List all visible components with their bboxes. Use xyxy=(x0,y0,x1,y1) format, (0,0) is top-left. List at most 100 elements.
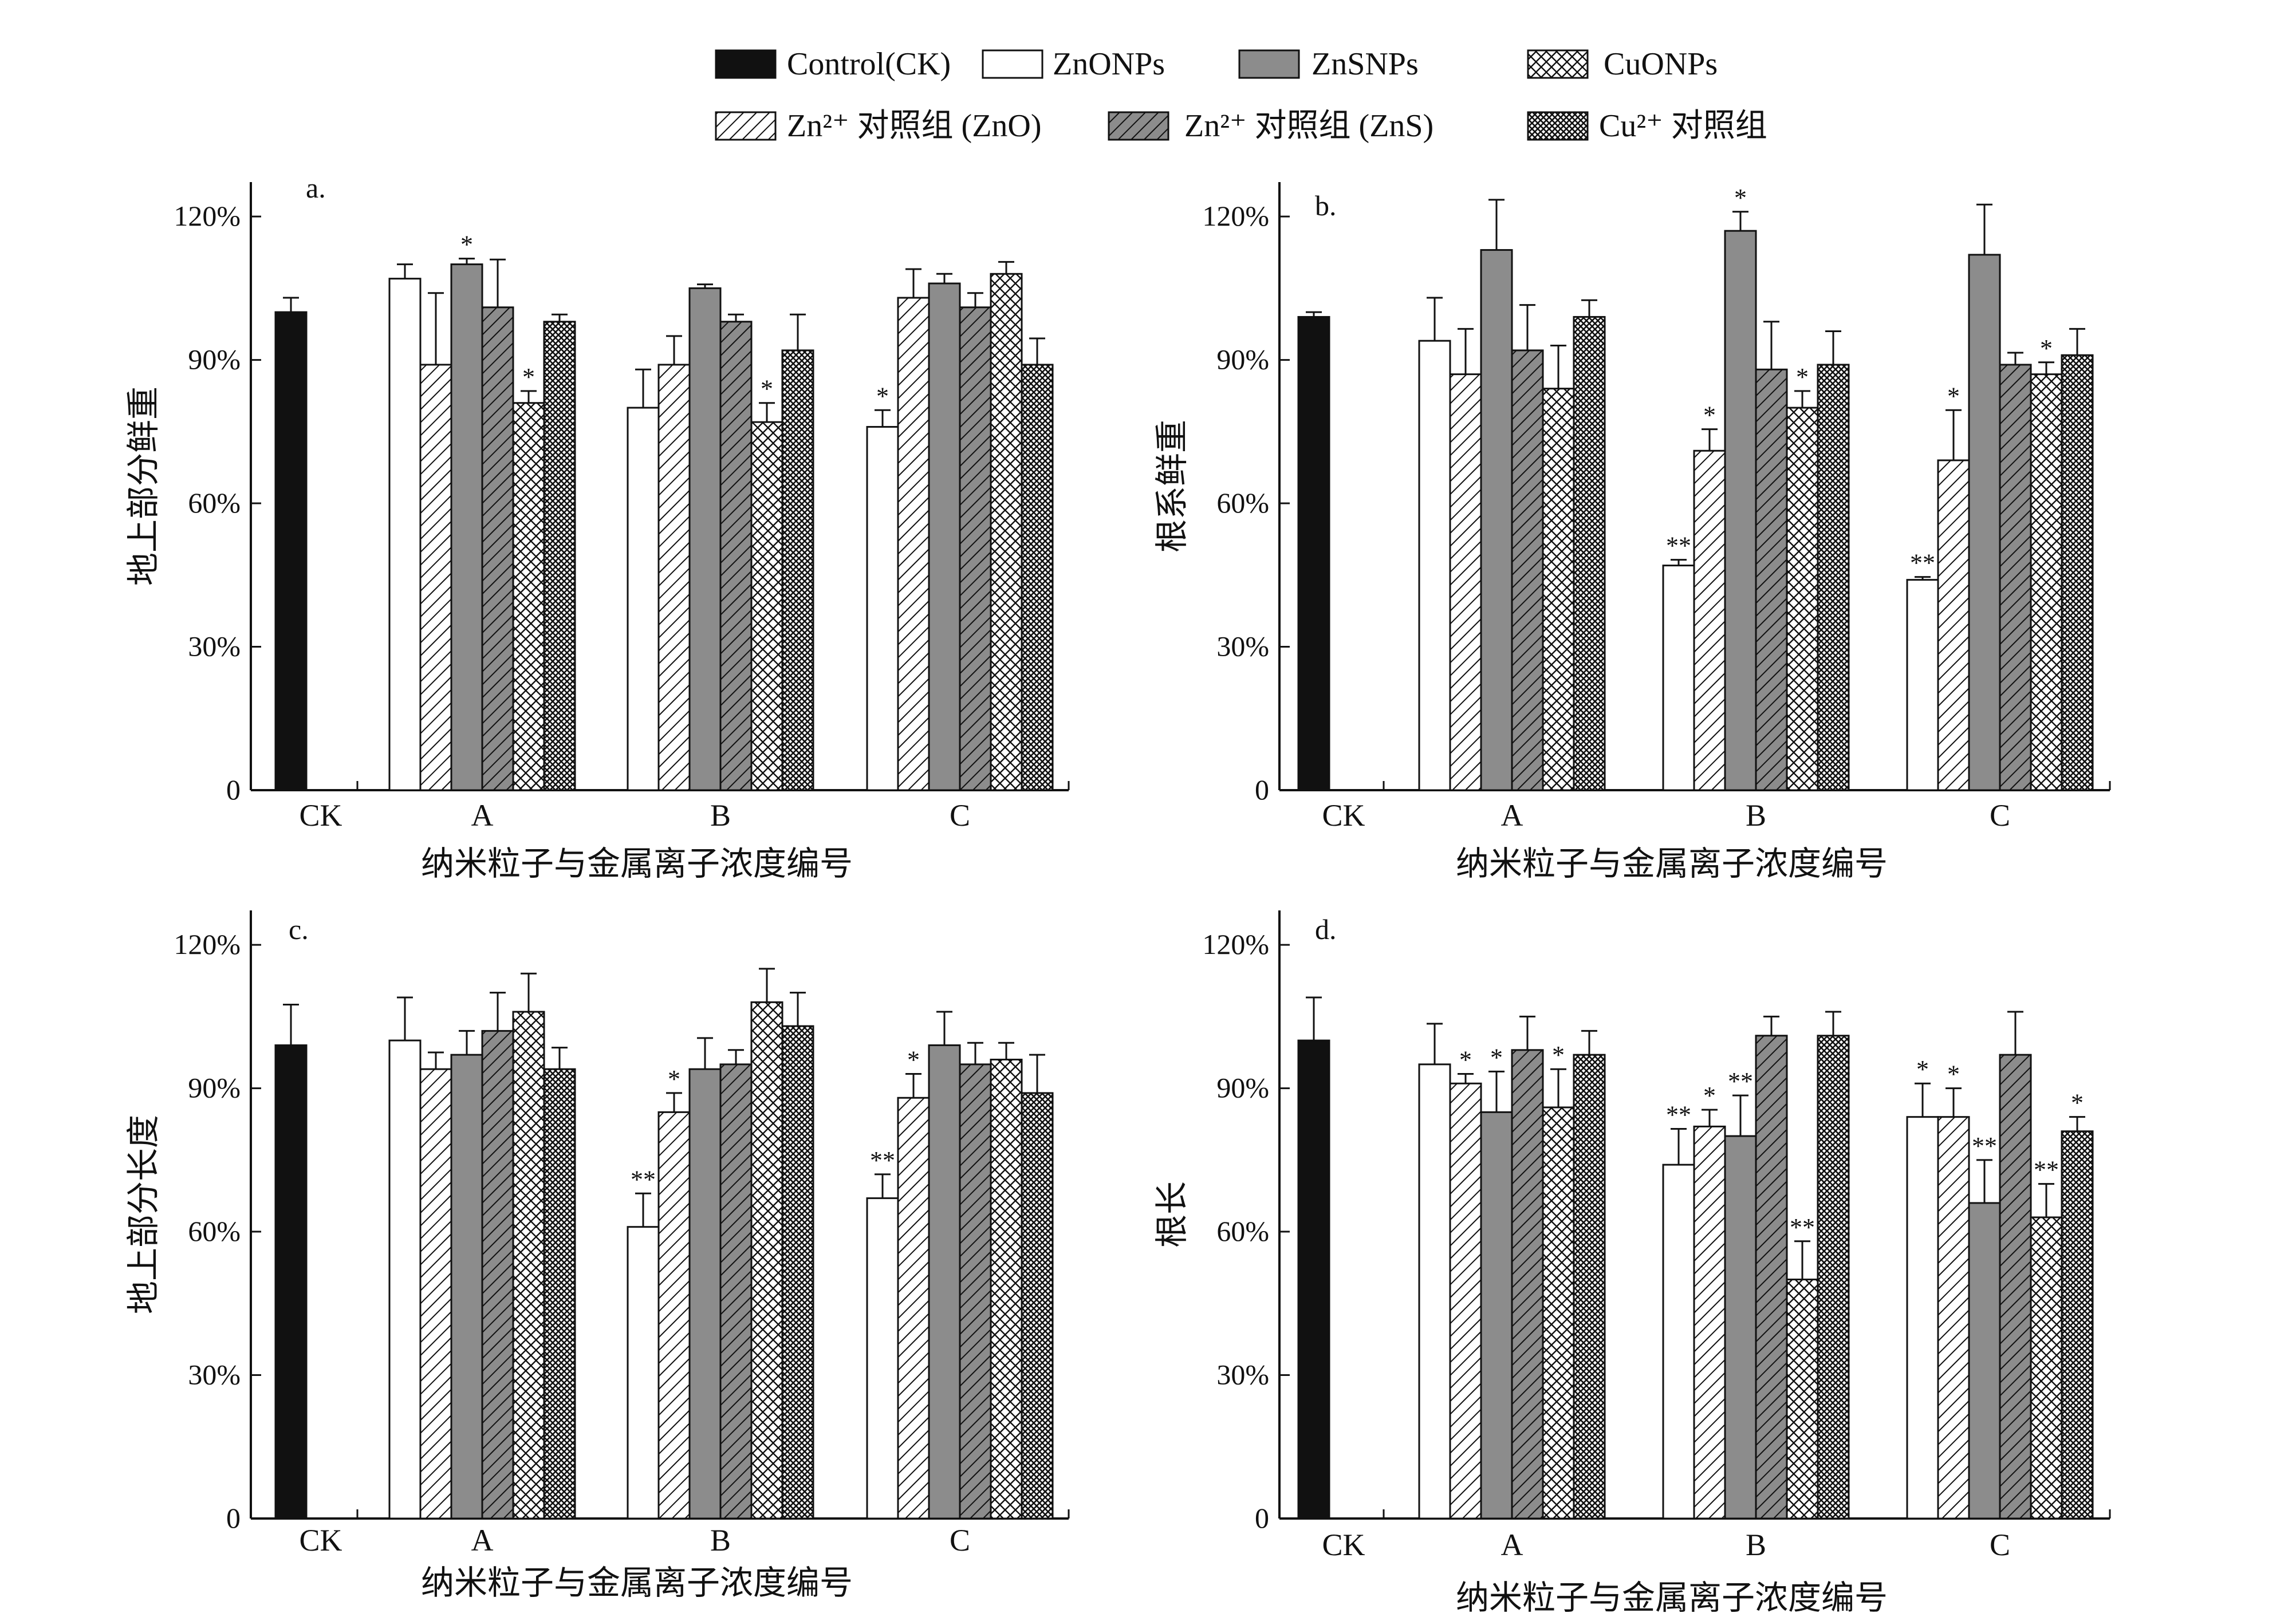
category-label-ck: CK xyxy=(1322,798,1365,833)
bar-ck xyxy=(1297,1039,1330,1520)
significance-marker: ** xyxy=(870,1146,895,1174)
legend-swatch-control xyxy=(715,49,777,79)
legend-item-control: Control(CK) xyxy=(715,46,951,82)
bar-a-cuo_np xyxy=(1542,1106,1575,1520)
panel-label: c. xyxy=(289,913,309,945)
significance-marker: ** xyxy=(631,1165,656,1193)
bar-c-cuo_np xyxy=(990,1058,1023,1520)
bar-b-zno_np xyxy=(1662,1164,1695,1520)
category-label-c: C xyxy=(1990,798,2010,833)
category-label-ck: CK xyxy=(1322,1528,1365,1562)
y-tick-label: 0 xyxy=(1255,1502,1269,1534)
legend-swatch-cu-ion xyxy=(1527,111,1589,141)
category-label-a: A xyxy=(1501,1528,1523,1562)
bar-c-zn_zns xyxy=(959,306,992,791)
panel-label: d. xyxy=(1315,913,1337,945)
bar-b-zn_zno xyxy=(657,1111,691,1520)
significance-marker: * xyxy=(1916,1055,1929,1083)
category-label-a: A xyxy=(1501,798,1523,833)
y-tick-label: 90% xyxy=(188,1072,241,1104)
bar-a-zn_zns xyxy=(1511,1049,1544,1520)
bar-a-zno_np xyxy=(388,1039,422,1520)
legend-swatch-zn-ion-zno xyxy=(715,111,777,141)
bar-c-zns_np xyxy=(1968,254,2001,791)
y-tick-label: 120% xyxy=(174,200,241,232)
legend-label-zn-ion-zno: Zn²⁺ 对照组 (ZnO) xyxy=(787,108,1042,144)
bar-b-zno_np xyxy=(627,407,660,791)
significance-marker: * xyxy=(1947,1060,1960,1088)
bar-c-cu_ion xyxy=(2061,354,2094,791)
significance-marker: ** xyxy=(1910,549,1935,577)
bar-a-cu_ion xyxy=(1573,1054,1606,1520)
legend-label-control: Control(CK) xyxy=(787,46,951,82)
y-tick-label: 30% xyxy=(1216,630,1269,662)
y-tick-label: 60% xyxy=(1216,1215,1269,1247)
significance-marker: * xyxy=(2040,334,2053,362)
y-axis-label: 根系鲜重 xyxy=(1153,420,1191,553)
legend-swatch-znsnps xyxy=(1238,49,1300,79)
legend-swatch-zn-ion-zns xyxy=(1108,111,1169,141)
significance-marker: ** xyxy=(1728,1067,1753,1095)
bar-a-cu_ion xyxy=(543,1068,576,1520)
legend-label-znsnps: ZnSNPs xyxy=(1312,46,1419,82)
y-axis-label: 地上部分鲜重 xyxy=(125,386,162,586)
significance-marker: * xyxy=(876,382,889,410)
bar-a-zns_np xyxy=(1480,249,1513,791)
significance-marker: ** xyxy=(1666,1101,1691,1129)
category-label-c: C xyxy=(950,1523,970,1557)
y-tick-label: 120% xyxy=(1202,200,1269,232)
bar-c-zns_np xyxy=(928,1044,961,1520)
bar-a-zno_np xyxy=(388,278,422,791)
significance-marker: * xyxy=(907,1046,920,1074)
category-label-a: A xyxy=(471,798,494,833)
bar-b-zns_np xyxy=(688,1068,722,1520)
significance-marker: * xyxy=(1490,1043,1503,1071)
bar-b-zns_np xyxy=(688,287,722,791)
bar-b-zn_zns xyxy=(719,321,753,791)
bar-c-zn_zns xyxy=(959,1063,992,1520)
legend-label-cuonps: CuONPs xyxy=(1604,46,1718,82)
panel-label: b. xyxy=(1315,190,1337,222)
legend-swatch-cuonps xyxy=(1527,49,1589,79)
bar-a-zno_np xyxy=(1418,340,1451,791)
bar-b-zn_zno xyxy=(657,364,691,791)
category-label-ck: CK xyxy=(299,1523,342,1557)
bar-a-zn_zns xyxy=(1511,349,1544,791)
significance-marker: ** xyxy=(1972,1132,1997,1160)
bar-c-cuo_np xyxy=(990,273,1023,791)
bar-b-zno_np xyxy=(1662,565,1695,791)
bar-b-cu_ion xyxy=(781,1025,814,1520)
legend-label-cu-ion: Cu²⁺ 对照组 xyxy=(1599,108,1767,144)
bar-a-zn_zns xyxy=(481,1030,514,1520)
significance-marker: * xyxy=(1734,184,1747,212)
legend-item-cu-ion: Cu²⁺ 对照组 xyxy=(1527,108,1767,144)
bar-a-zns_np xyxy=(450,263,483,791)
significance-marker: * xyxy=(1796,363,1809,391)
y-tick-label: 0 xyxy=(1255,774,1269,806)
bar-c-zno_np xyxy=(1906,579,1939,791)
panel-label: a. xyxy=(306,172,326,204)
legend-label-znonps: ZnONPs xyxy=(1053,46,1165,82)
legend-swatch-znonps xyxy=(982,49,1043,79)
bar-c-zn_zno xyxy=(897,297,930,791)
bar-b-cuo_np xyxy=(750,421,783,791)
y-tick-label: 90% xyxy=(1216,344,1269,376)
bar-b-cuo_np xyxy=(1786,407,1819,791)
bar-b-zn_zno xyxy=(1693,1125,1726,1520)
bar-b-zn_zno xyxy=(1693,449,1726,791)
category-label-b: B xyxy=(1746,1528,1766,1562)
x-axis-label: 纳米粒子与金属离子浓度编号 xyxy=(1456,845,1888,882)
bar-c-zns_np xyxy=(928,282,961,791)
y-tick-label: 60% xyxy=(188,487,241,519)
bar-b-cu_ion xyxy=(1817,1035,1850,1520)
legend-item-zn-ion-zns: Zn²⁺ 对照组 (ZnS) xyxy=(1108,108,1433,144)
x-axis-label: 纳米粒子与金属离子浓度编号 xyxy=(421,845,853,882)
bar-b-cuo_np xyxy=(1786,1279,1819,1520)
bar-a-cuo_np xyxy=(1542,388,1575,791)
category-label-b: B xyxy=(710,798,731,833)
bar-c-zno_np xyxy=(866,1197,899,1520)
bar-c-zn_zns xyxy=(1999,364,2032,791)
bar-a-zn_zno xyxy=(1449,373,1482,791)
